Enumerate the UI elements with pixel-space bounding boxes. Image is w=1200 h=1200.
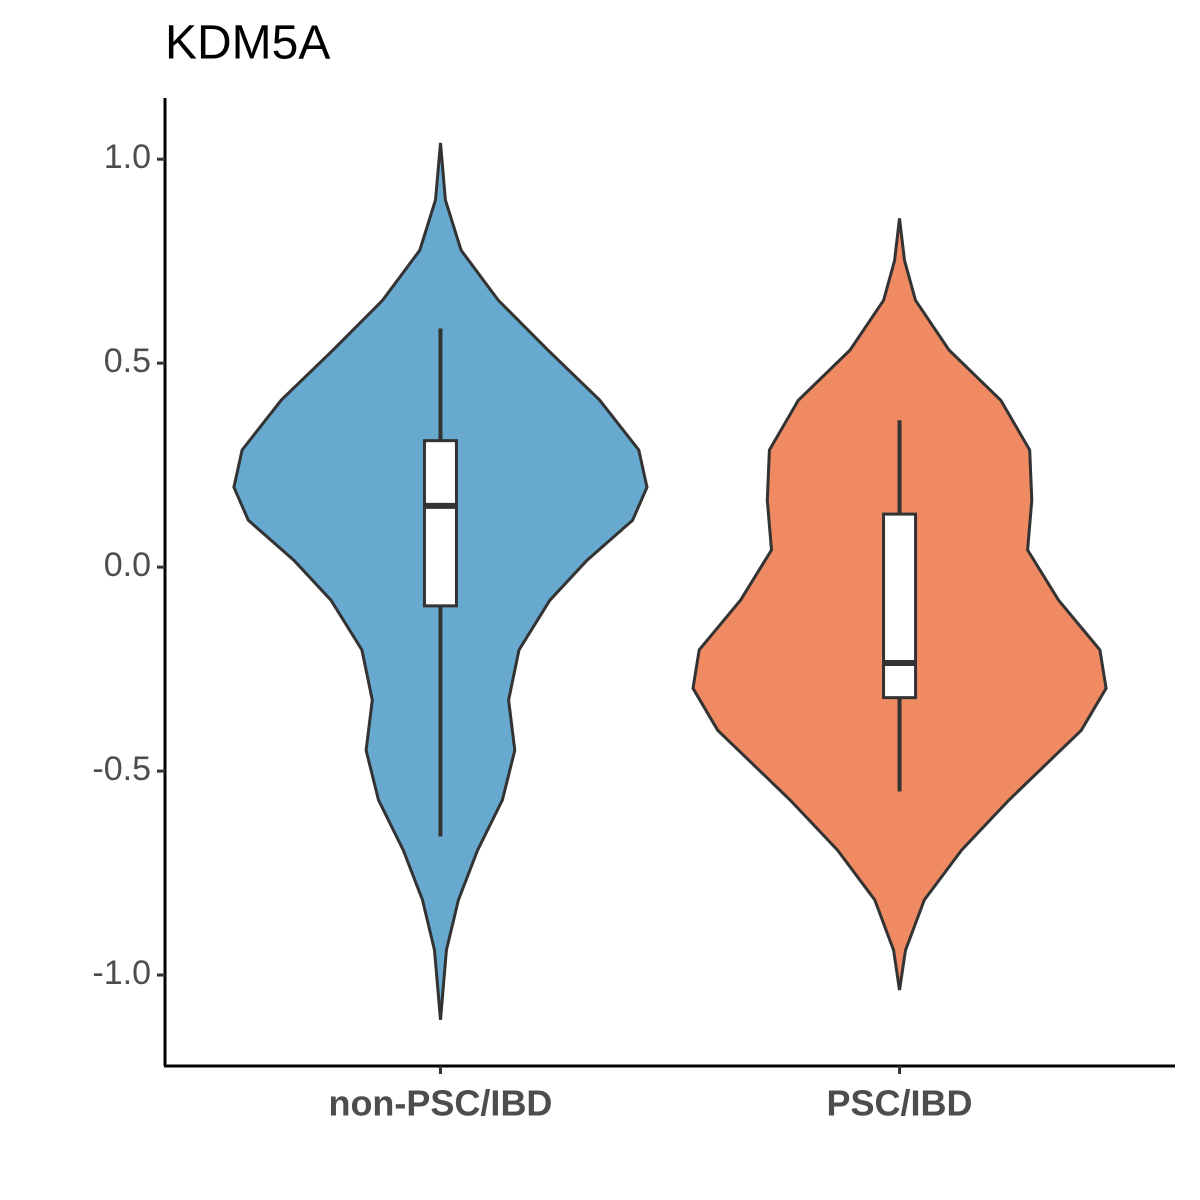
y-tick-label: -0.5 <box>92 750 151 788</box>
chart-title: KDM5A <box>165 17 330 70</box>
box <box>882 512 918 700</box>
y-tick-label: 0.5 <box>104 342 151 380</box>
violin-half <box>898 218 1108 991</box>
violin-half <box>232 142 442 1021</box>
box <box>422 439 458 608</box>
x-tick-label: non-PSC/IBD <box>328 1083 552 1124</box>
x-tick-label: PSC/IBD <box>827 1083 973 1124</box>
y-tick-label: 1.0 <box>104 138 151 176</box>
violin-half <box>691 218 901 991</box>
y-tick-label: 0.0 <box>104 546 151 584</box>
violin-half <box>439 142 649 1021</box>
y-tick-label: -1.0 <box>92 954 151 992</box>
